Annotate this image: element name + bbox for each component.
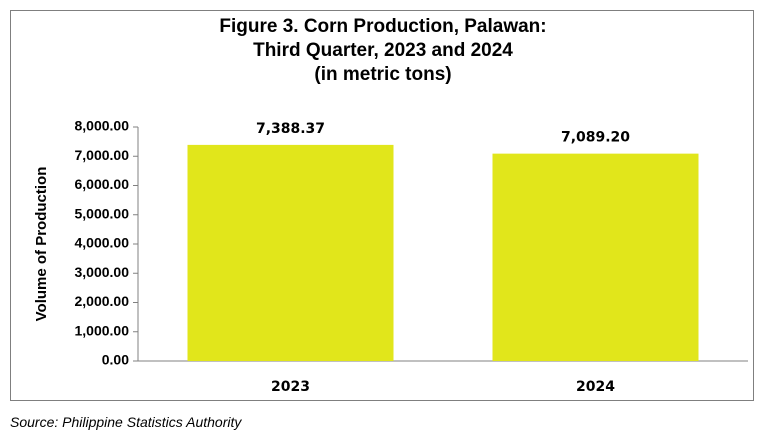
y-tick-label: 6,000.00 <box>75 176 130 192</box>
bar-2023 <box>187 144 394 361</box>
chart-plot: Volume of Production 0.00 1,000.00 2,000.0… <box>33 118 748 395</box>
data-label-2024: 7,089.20 <box>561 130 630 146</box>
y-tick-label: 8,000.00 <box>75 118 130 134</box>
chart-title-line-2: Third Quarter, 2023 and 2024 <box>253 40 513 61</box>
chart-title-line-1: Figure 3. Corn Production, Palawan: <box>219 16 547 37</box>
y-tick-label: 4,000.00 <box>75 235 130 251</box>
source-note: Source: Philippine Statistics Authority <box>10 414 242 430</box>
y-tick-label: 1,000.00 <box>75 322 130 338</box>
y-axis-ticks: 0.00 1,000.00 2,000.00 3,000.00 4,000.00 5,00… <box>75 118 138 368</box>
y-tick-label: 0.00 <box>102 352 129 368</box>
y-axis-title-group: Volume of Production <box>33 167 50 322</box>
bars <box>187 144 699 361</box>
data-labels: 7,388.37 7,089.20 <box>256 121 630 146</box>
x-tick-label-2024: 2024 <box>576 379 615 395</box>
bar-2024 <box>492 153 699 361</box>
y-tick-label: 3,000.00 <box>75 264 130 280</box>
chart-title-line-3: (in metric tons) <box>314 64 452 85</box>
chart-frame: Figure 3. Corn Production, Palawan: Thir… <box>10 10 754 401</box>
y-axis-title: Volume of Production <box>33 167 50 322</box>
y-tick-label: 2,000.00 <box>75 293 130 309</box>
chart-title: Figure 3. Corn Production, Palawan: Thir… <box>11 15 755 87</box>
data-label-2023: 7,388.37 <box>256 121 325 137</box>
x-tick-label-2023: 2023 <box>271 379 310 395</box>
y-tick-label: 7,000.00 <box>75 147 130 163</box>
category-labels: 2023 2024 <box>271 379 615 395</box>
y-tick-label: 5,000.00 <box>75 205 130 221</box>
